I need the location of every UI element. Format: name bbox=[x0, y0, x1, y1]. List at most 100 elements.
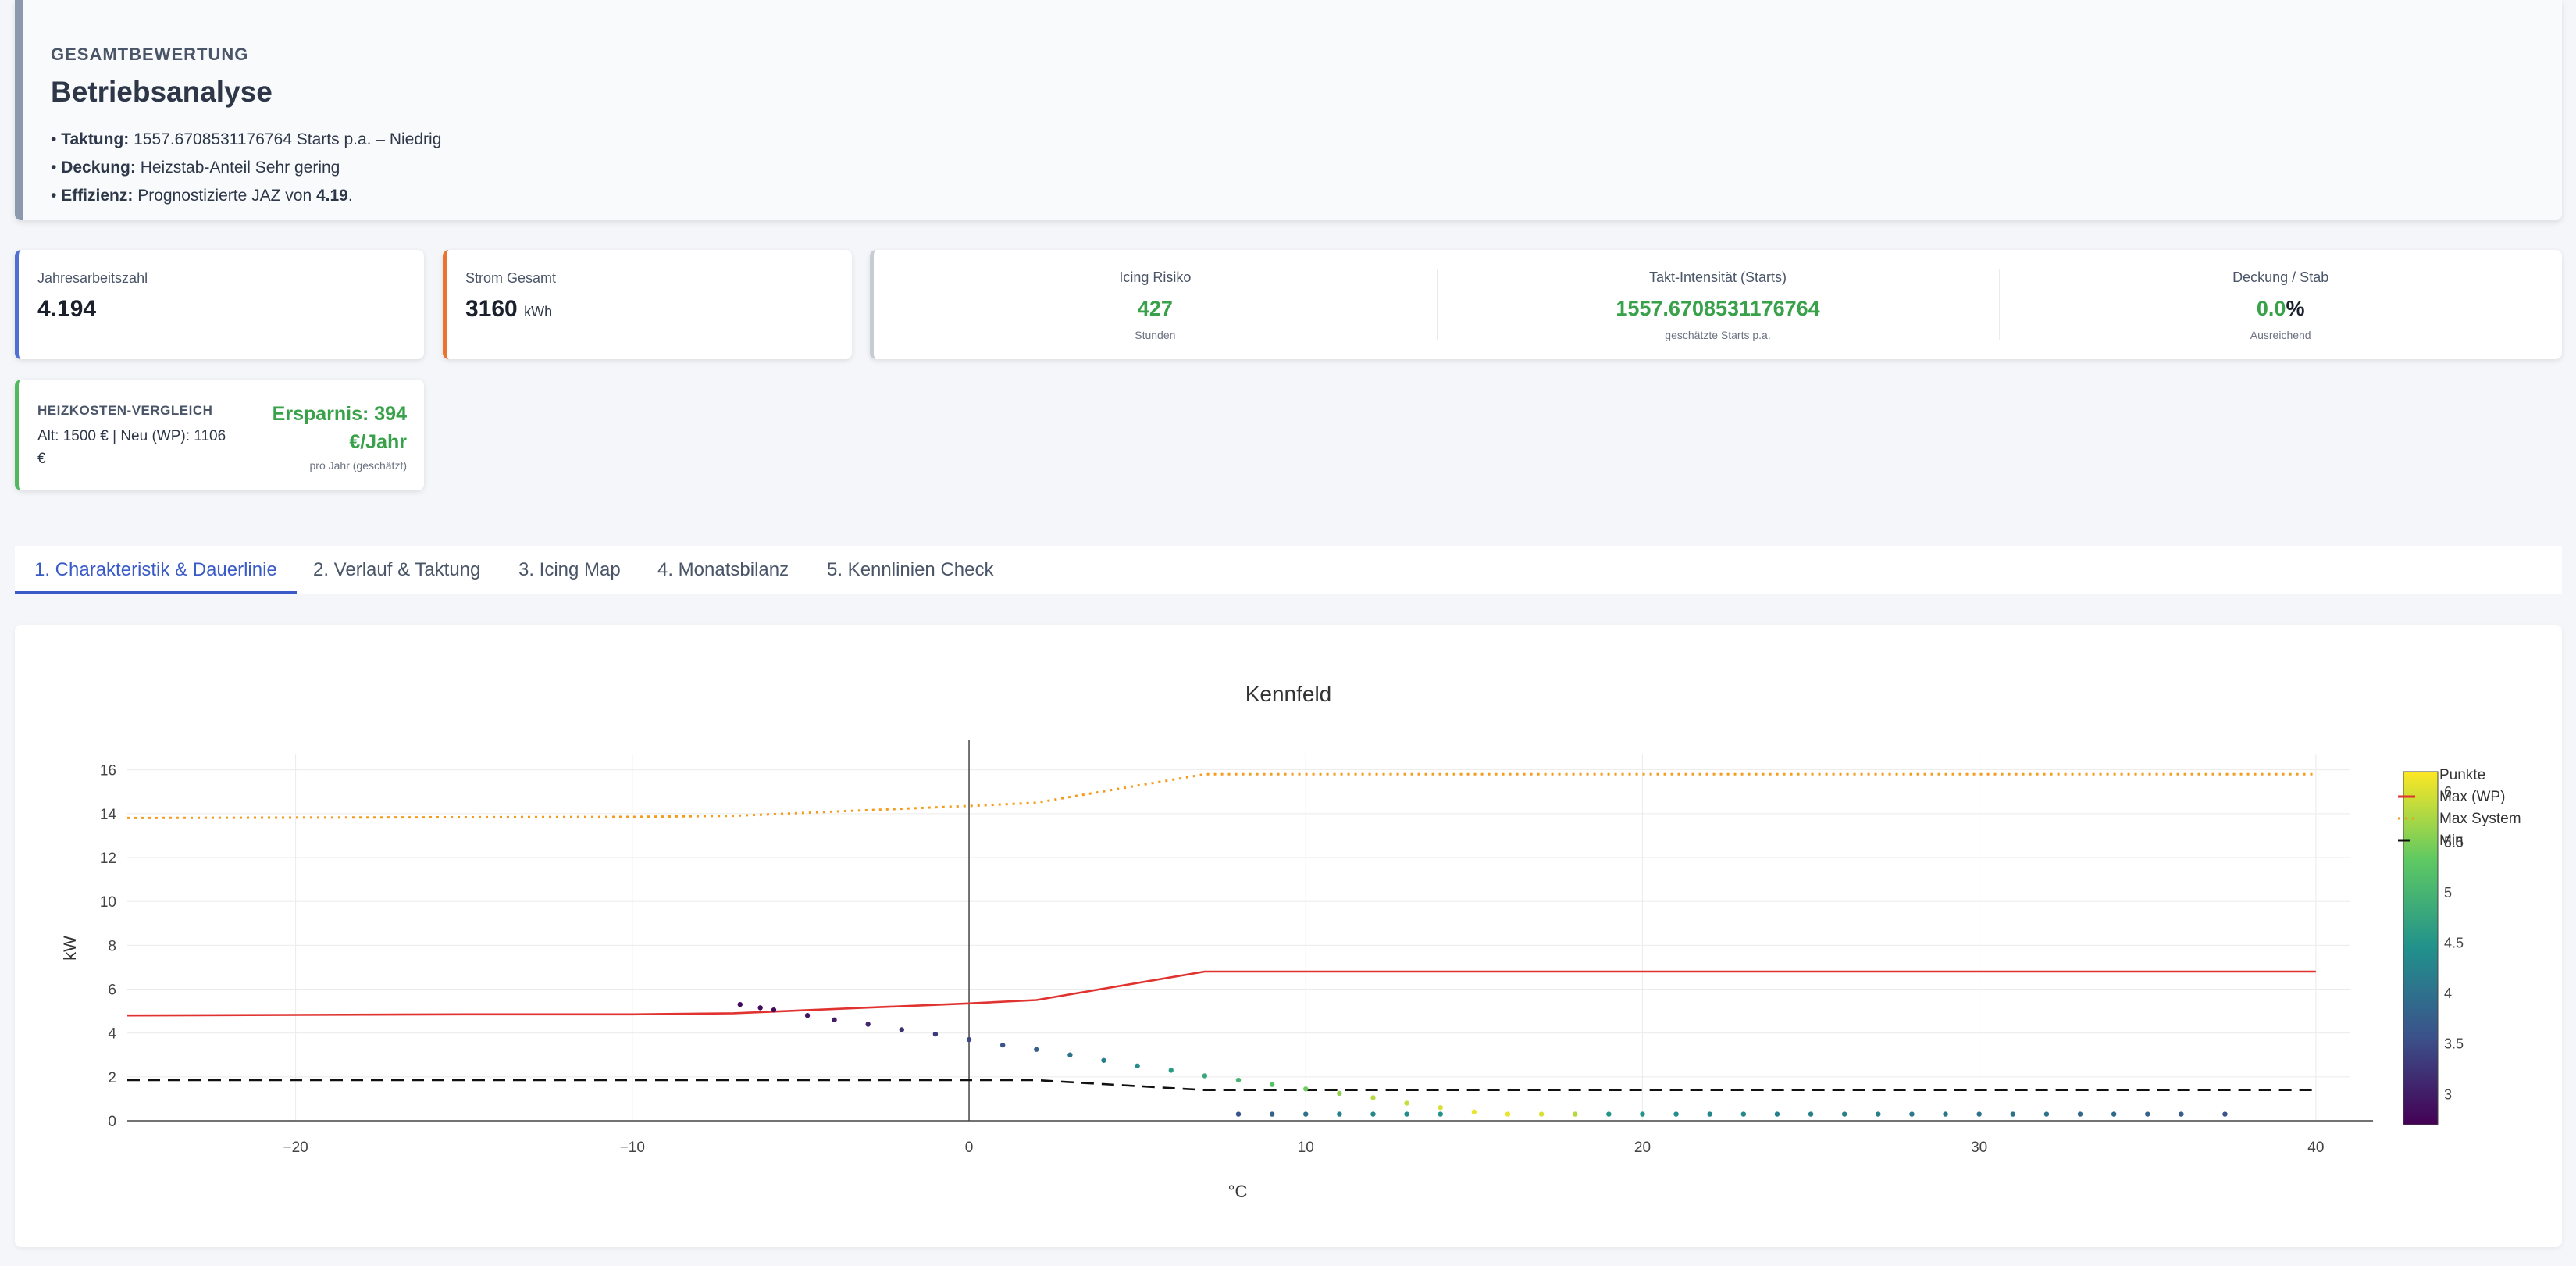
y-tick-label: 0 bbox=[108, 1114, 116, 1130]
legend-item[interactable]: Punkte bbox=[2439, 767, 2485, 783]
scatter-point bbox=[1774, 1111, 1780, 1117]
scatter-point bbox=[2010, 1111, 2015, 1117]
scatter-point bbox=[1067, 1052, 1073, 1057]
summary-kicker: GESAMTBEWERTUNG bbox=[51, 45, 249, 64]
kpi-icing-sub: Stunden bbox=[1135, 329, 1176, 341]
scatter-point bbox=[1168, 1068, 1174, 1073]
scatter-point bbox=[1135, 1063, 1140, 1068]
kpi-card-triple: Icing Risiko 427 Stunden Takt-Intensität… bbox=[870, 250, 2562, 359]
kpi-icing: Icing Risiko 427 Stunden bbox=[874, 250, 1437, 359]
colorbar-tick-label: 3.5 bbox=[2444, 1036, 2464, 1052]
kpi-value: 4.194 bbox=[37, 296, 97, 322]
kennfeld-chart: Kennfeld −20 −10 0 10 20 30 40 0 2 4 6 8 10 12 14 16 °… bbox=[60, 682, 2521, 1201]
scatter-point bbox=[1235, 1077, 1242, 1083]
tab-monatsbilanz[interactable]: 4. Monatsbilanz bbox=[657, 559, 789, 580]
x-axis-label: °C bbox=[1228, 1182, 1248, 1201]
tab-kennlinien-check[interactable]: 5. Kennlinien Check bbox=[827, 559, 994, 580]
scatter-point bbox=[757, 1005, 763, 1011]
scatter-point bbox=[966, 1036, 972, 1043]
y-tick-label: 10 bbox=[100, 894, 116, 911]
colorbar-tick-label: 5 bbox=[2444, 885, 2452, 900]
scatter-point bbox=[1808, 1111, 1814, 1117]
scatter-point bbox=[804, 1012, 811, 1018]
kpi-takt: Takt-Intensität (Starts) 1557.6708531176… bbox=[1436, 250, 2000, 359]
tab-verlauf[interactable]: 2. Verlauf & Taktung bbox=[313, 559, 481, 580]
x-tick-label: 10 bbox=[1298, 1139, 1314, 1156]
chart-lines bbox=[126, 772, 2316, 1091]
cost-sub: pro Jahr (geschätzt) bbox=[309, 459, 408, 472]
scatter-point bbox=[1404, 1111, 1409, 1117]
scatter-point bbox=[2043, 1111, 2050, 1117]
scatter-point bbox=[1841, 1111, 1847, 1117]
y-axis-label: kW bbox=[60, 936, 80, 961]
kpi-icing-value: 427 bbox=[1137, 297, 1173, 320]
y-tick-label: 16 bbox=[100, 763, 116, 779]
cost-text: Alt: 1500 € | Neu (WP): 1106 € bbox=[37, 428, 226, 467]
series-line-max-system bbox=[126, 772, 2316, 819]
legend-item[interactable]: Min bbox=[2439, 833, 2464, 849]
scatter-point bbox=[832, 1017, 837, 1023]
x-tick-label: 20 bbox=[1634, 1139, 1651, 1156]
chart-legend: Punkte Max (WP) Max System Min bbox=[2398, 767, 2521, 849]
y-axis-ticks: 0 2 4 6 8 10 12 14 16 bbox=[100, 763, 117, 1130]
y-tick-label: 6 bbox=[108, 982, 116, 998]
kpi-icing-label: Icing Risiko bbox=[1119, 269, 1192, 285]
colorbar: 3 3.5 4 4.5 5 5.5 6 bbox=[2403, 771, 2464, 1125]
legend-item[interactable]: Max System bbox=[2439, 811, 2521, 827]
scatter-point bbox=[1438, 1111, 1443, 1117]
scatter-point bbox=[932, 1031, 939, 1037]
colorbar-tick-label: 3 bbox=[2444, 1086, 2452, 1102]
kpi-card-strom: Strom Gesamt 3160 kWh bbox=[443, 250, 852, 359]
x-tick-label: 40 bbox=[2307, 1139, 2324, 1156]
x-tick-label: −20 bbox=[283, 1139, 308, 1156]
chart-panel: Kennfeld −20 −10 0 10 20 30 40 0 2 4 6 8 10 12 14 16 °… bbox=[15, 625, 2562, 1247]
summary-item-effizienz: • Effizienz: Prognostizierte JAZ von 4.1… bbox=[51, 187, 353, 205]
series-line-max-wp- bbox=[126, 970, 2316, 1017]
scatter-point bbox=[1370, 1095, 1376, 1100]
series-line-min bbox=[127, 1079, 2316, 1091]
scatter-point bbox=[899, 1027, 904, 1032]
y-tick-label: 2 bbox=[108, 1070, 116, 1086]
scatter-point bbox=[1538, 1111, 1545, 1117]
scatter-point bbox=[2145, 1111, 2150, 1117]
scatter-point bbox=[1303, 1111, 1309, 1117]
y-tick-label: 12 bbox=[100, 851, 116, 867]
kpi-deckung-sub: Ausreichend bbox=[2250, 329, 2311, 341]
scatter-point bbox=[1909, 1111, 1915, 1117]
scatter-point bbox=[1606, 1111, 1612, 1117]
scatter-point bbox=[771, 1007, 777, 1013]
scatter-point bbox=[865, 1022, 871, 1027]
scatter-point bbox=[1438, 1104, 1443, 1111]
summary-item-taktung: • Taktung: 1557.6708531176764 Starts p.a… bbox=[51, 130, 442, 148]
summary-title: Betriebsanalyse bbox=[51, 76, 273, 108]
kpi-deckung-label: Deckung / Stab bbox=[2232, 269, 2329, 285]
kpi-value: 3160 kWh bbox=[465, 296, 553, 322]
colorbar-gradient bbox=[2403, 771, 2439, 1125]
legend-item[interactable]: Max (WP) bbox=[2439, 789, 2505, 805]
y-tick-label: 8 bbox=[108, 938, 116, 954]
scatter-point bbox=[1976, 1111, 1982, 1117]
kpi-label: Jahresarbeitszahl bbox=[37, 270, 148, 286]
scatter-point bbox=[1943, 1111, 1948, 1117]
summary-list: • Taktung: 1557.6708531176764 Starts p.a… bbox=[51, 126, 2562, 210]
scatter-point bbox=[1505, 1111, 1511, 1117]
kpi-takt-sub: geschätzte Starts p.a. bbox=[1665, 329, 1771, 341]
colorbar-tick-label: 6 bbox=[2444, 784, 2452, 800]
scatter-point bbox=[1337, 1090, 1342, 1097]
kpi-deckung: Deckung / Stab 0.0% Ausreichend bbox=[1999, 250, 2562, 359]
kpi-takt-value: 1557.6708531176764 bbox=[1616, 297, 1820, 320]
kpi-takt-label: Takt-Intensität (Starts) bbox=[1648, 269, 1787, 285]
scatter-point bbox=[1269, 1082, 1275, 1087]
scatter-point bbox=[1673, 1111, 1679, 1117]
tab-icing-map[interactable]: 3. Icing Map bbox=[518, 559, 621, 580]
scatter-point bbox=[737, 1001, 743, 1007]
scatter-point bbox=[2077, 1111, 2083, 1117]
scatter-point bbox=[1034, 1047, 1039, 1052]
kpi-card-jaz: Jahresarbeitszahl 4.194 bbox=[15, 250, 424, 359]
tab-charakteristik[interactable]: 1. Charakteristik & Dauerlinie bbox=[15, 546, 297, 594]
scatter-point bbox=[1640, 1111, 1645, 1117]
colorbar-tick-label: 4 bbox=[2444, 986, 2452, 1001]
scatter-point bbox=[1202, 1073, 1208, 1079]
colorbar-tick-label: 4.5 bbox=[2444, 936, 2464, 951]
summary-item-deckung: • Deckung: Heizstab-Anteil Sehr gering bbox=[51, 159, 340, 177]
